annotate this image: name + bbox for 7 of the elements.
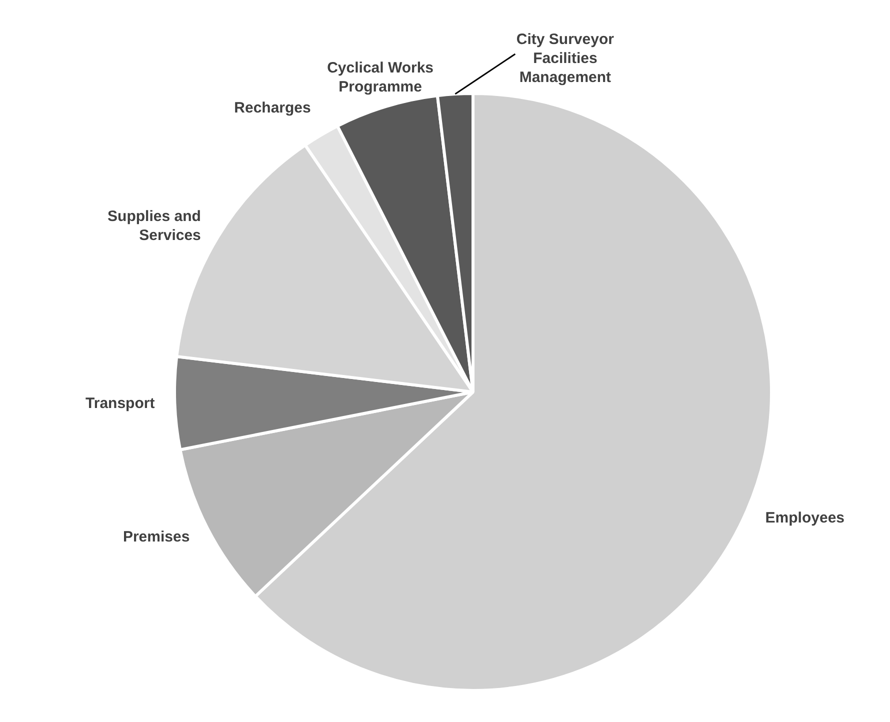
slice-label: Employees xyxy=(765,510,845,527)
slice-label: Cyclical Works Programme xyxy=(327,59,434,96)
slice-label: City Surveyor Facilities Management xyxy=(516,31,614,86)
slice-label: Supplies and Services xyxy=(108,208,201,244)
slice-label: Recharges xyxy=(234,99,311,116)
slice-label: Transport xyxy=(86,395,155,412)
slice-label: Premises xyxy=(122,528,190,546)
